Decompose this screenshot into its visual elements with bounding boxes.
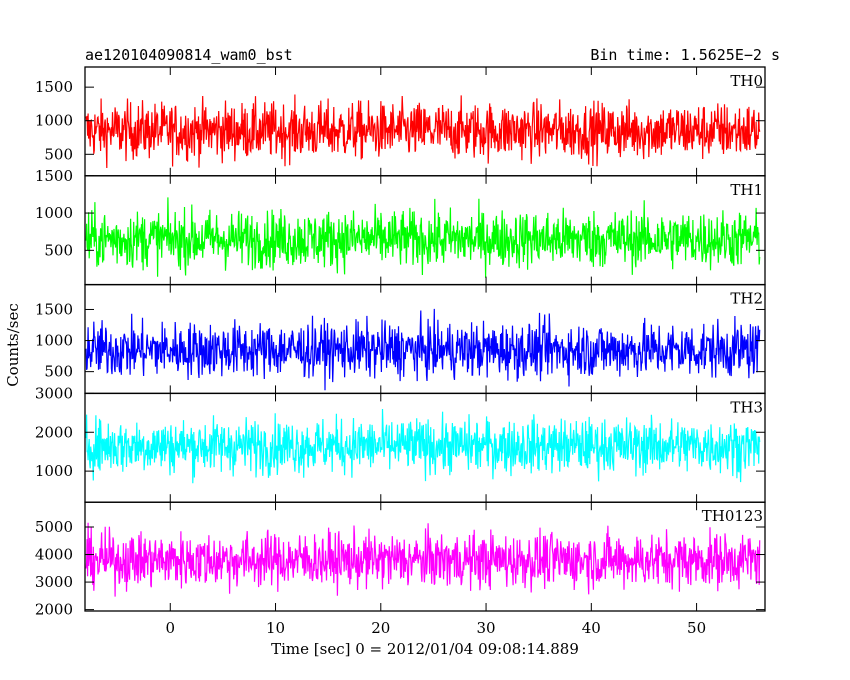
y-tick-label: 2000 [35, 601, 73, 619]
x-tick-label: 0 [165, 619, 175, 637]
y-tick-label: 2000 [35, 423, 73, 441]
panel-name-label: TH2 [730, 290, 763, 308]
panel-th0123: 2000 3000 4000 5000 TH0123 [35, 501, 766, 619]
y-tick-label: 1500 [35, 167, 73, 185]
panel-name-label: TH3 [730, 398, 763, 416]
x-tick-label: 50 [687, 619, 706, 637]
x-axis-label: Time [sec] 0 = 2012/01/04 09:08:14.889 [271, 640, 579, 658]
x-tick-label: 30 [477, 619, 496, 637]
panel-th3: 1000 2000 3000 TH3 [35, 384, 766, 503]
panel-frame [84, 501, 766, 612]
y-tick-label: 500 [44, 241, 73, 259]
y-tick-label: 1000 [35, 332, 73, 350]
y-tick-label: 1000 [35, 204, 73, 222]
y-tick-label: 1500 [35, 78, 73, 96]
y-tick-label: 1500 [35, 300, 73, 318]
panel-name-label: TH1 [730, 181, 763, 199]
panel-name-label: TH0123 [702, 507, 763, 525]
y-tick-label: 3000 [35, 573, 73, 591]
y-tick-label: 3000 [35, 384, 73, 402]
series-th2-line [85, 308, 761, 391]
panel-name-label: TH0 [730, 72, 763, 90]
y-tick-label: 1000 [35, 462, 73, 480]
series-th1-line [85, 197, 761, 278]
chart-title: ae120104090814_wam0_bst [85, 46, 293, 64]
panel-frame [84, 283, 766, 395]
y-tick-label: 4000 [35, 546, 73, 564]
y-tick-label: 5000 [35, 518, 73, 536]
y-tick-label: 1000 [35, 112, 73, 130]
panel-th1: 500 1000 1500 TH1 [35, 167, 766, 286]
y-axis-label: Counts/sec [4, 303, 22, 387]
bin-time-label: Bin time: 1.5625E−2 s [590, 46, 780, 64]
series-th0123-line [85, 522, 761, 597]
panel-th0: 500 1000 1500 TH0 [35, 66, 766, 177]
x-tick-label: 20 [371, 619, 390, 637]
x-tick-label: 40 [582, 619, 601, 637]
panel-th2: 500 1000 1500 TH2 [35, 283, 766, 395]
series-th3-line [85, 408, 761, 484]
y-tick-label: 500 [44, 145, 73, 163]
x-tick-label: 10 [266, 619, 285, 637]
series-th0-line [85, 94, 761, 169]
y-tick-label: 500 [44, 363, 73, 381]
